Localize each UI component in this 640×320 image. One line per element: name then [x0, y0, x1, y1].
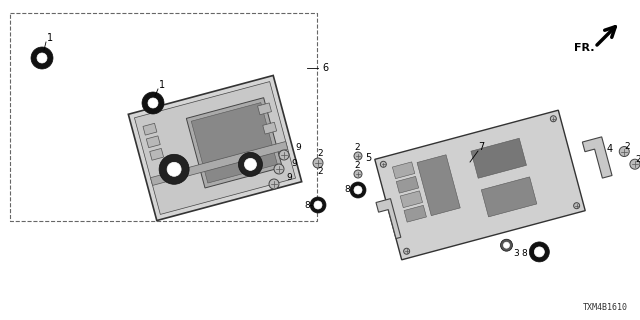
Text: 2: 2: [354, 161, 360, 170]
Circle shape: [159, 154, 189, 184]
Polygon shape: [392, 162, 415, 179]
Circle shape: [148, 98, 158, 108]
Text: 8: 8: [344, 186, 350, 195]
Text: 8: 8: [522, 249, 527, 259]
Circle shape: [504, 242, 509, 248]
Text: 2: 2: [625, 142, 630, 151]
Polygon shape: [375, 110, 585, 260]
Circle shape: [550, 116, 556, 122]
Polygon shape: [481, 177, 537, 217]
Circle shape: [274, 164, 284, 174]
Circle shape: [404, 248, 410, 254]
Circle shape: [354, 186, 362, 194]
Polygon shape: [471, 138, 527, 178]
Circle shape: [279, 150, 289, 160]
Polygon shape: [263, 122, 276, 134]
Text: 5: 5: [365, 153, 371, 163]
Circle shape: [37, 53, 47, 63]
Circle shape: [354, 170, 362, 178]
Text: 2: 2: [635, 155, 640, 164]
Bar: [10, 13, 317, 221]
Polygon shape: [134, 82, 296, 214]
Text: 9: 9: [291, 158, 297, 167]
Polygon shape: [147, 136, 160, 148]
Circle shape: [350, 182, 366, 198]
Text: FR.: FR.: [574, 43, 595, 53]
Polygon shape: [582, 137, 612, 178]
Circle shape: [529, 242, 549, 262]
Text: 2: 2: [354, 143, 360, 153]
Circle shape: [534, 247, 545, 257]
Polygon shape: [257, 103, 271, 115]
Circle shape: [310, 197, 326, 213]
Text: 9: 9: [295, 143, 301, 153]
Circle shape: [239, 152, 262, 176]
Circle shape: [142, 92, 164, 114]
Text: TXM4B1610: TXM4B1610: [583, 303, 628, 312]
Text: 2: 2: [317, 148, 323, 157]
Text: 8: 8: [304, 201, 310, 210]
Polygon shape: [186, 98, 282, 188]
Text: 9: 9: [286, 173, 292, 182]
Circle shape: [354, 152, 362, 160]
Circle shape: [167, 162, 181, 176]
Circle shape: [380, 161, 387, 167]
Polygon shape: [129, 76, 301, 220]
Text: 6: 6: [322, 63, 328, 73]
Polygon shape: [143, 123, 157, 135]
Polygon shape: [191, 103, 277, 183]
Text: 1: 1: [47, 33, 53, 43]
Text: 4: 4: [606, 144, 612, 154]
Polygon shape: [417, 155, 460, 216]
Circle shape: [269, 179, 279, 189]
Circle shape: [244, 158, 257, 170]
Polygon shape: [404, 205, 426, 222]
Text: 3: 3: [514, 249, 519, 258]
Polygon shape: [396, 176, 419, 193]
Circle shape: [620, 147, 629, 156]
Text: 7: 7: [478, 142, 484, 152]
Text: 2: 2: [317, 167, 323, 177]
Polygon shape: [150, 148, 164, 160]
Circle shape: [31, 47, 53, 69]
Circle shape: [314, 201, 322, 209]
Polygon shape: [376, 199, 401, 239]
Circle shape: [500, 239, 513, 251]
Text: 1: 1: [159, 80, 165, 90]
Polygon shape: [150, 141, 288, 185]
Circle shape: [573, 203, 580, 209]
Circle shape: [313, 158, 323, 168]
Polygon shape: [400, 191, 422, 208]
Circle shape: [630, 159, 640, 169]
